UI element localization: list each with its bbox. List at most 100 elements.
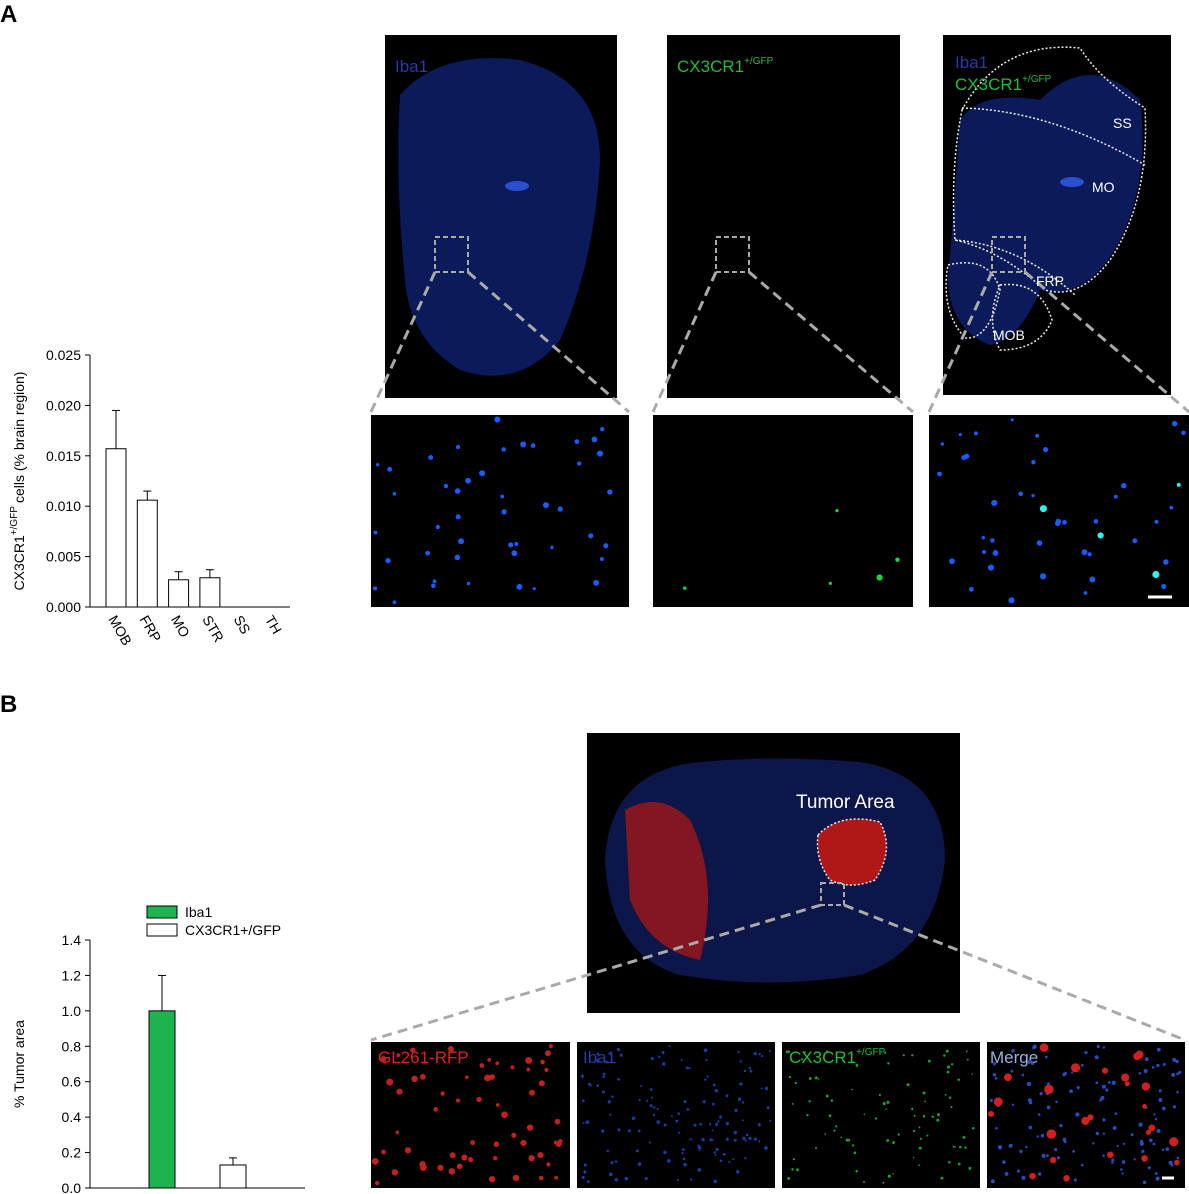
cell (470, 1140, 476, 1146)
cell (447, 1045, 454, 1053)
cell (794, 1081, 797, 1085)
cell (833, 1129, 836, 1132)
cell (1046, 1129, 1057, 1139)
cell (607, 489, 613, 495)
cell (828, 581, 832, 585)
cell (991, 499, 998, 507)
cell (651, 1096, 654, 1099)
cell (713, 1151, 716, 1154)
cell (582, 1122, 585, 1125)
cell (824, 1133, 827, 1135)
cell (501, 1111, 508, 1119)
cell (693, 1123, 697, 1127)
cell (489, 1074, 495, 1080)
cell (739, 1060, 742, 1063)
cell (425, 550, 431, 556)
cell (1176, 1072, 1179, 1076)
cell (1026, 1081, 1032, 1087)
cell (663, 1150, 667, 1154)
cell (699, 1122, 703, 1126)
cell (950, 1105, 953, 1109)
cell (1008, 1143, 1013, 1148)
cell (381, 1149, 386, 1155)
cell (949, 558, 955, 565)
cell (725, 1094, 729, 1098)
cell (495, 1061, 500, 1066)
cell (788, 1076, 792, 1079)
cell (619, 1053, 623, 1057)
cell (683, 1100, 687, 1104)
cell (658, 1055, 661, 1059)
label-suffix: cells (% brain region) (11, 372, 27, 504)
cell (587, 1082, 592, 1086)
cell (1094, 1055, 1099, 1060)
cell (703, 1048, 708, 1053)
cell (596, 1084, 600, 1088)
cell (1135, 1050, 1144, 1059)
cell (512, 1174, 520, 1182)
cell (1111, 1080, 1116, 1085)
cell (748, 1066, 752, 1070)
cell (825, 1050, 829, 1053)
cell (957, 1162, 961, 1166)
cell (464, 1075, 469, 1080)
cell (548, 1044, 553, 1049)
cell (1062, 1137, 1067, 1142)
y-tick-label: 0.4 (62, 1109, 82, 1125)
cell (550, 545, 554, 550)
cell (432, 579, 437, 584)
x-tick-label: TH (262, 613, 285, 637)
cell (946, 1070, 950, 1074)
y-tick-label: 0.025 (46, 347, 81, 363)
cell (1063, 1175, 1070, 1182)
cell (456, 445, 461, 450)
cell (586, 1180, 590, 1184)
legend-swatch (146, 905, 178, 919)
label-sup: +/GFP (744, 56, 774, 67)
cell (697, 1145, 702, 1150)
cell (853, 1151, 857, 1155)
cell (1151, 1065, 1155, 1069)
cell (1089, 576, 1096, 583)
cell (1101, 1067, 1109, 1074)
cell (990, 538, 995, 543)
cell (743, 1069, 747, 1073)
cell (635, 1149, 639, 1153)
cell (653, 1106, 656, 1109)
cell (614, 1160, 618, 1163)
cell (733, 1138, 737, 1142)
cell (603, 543, 609, 549)
cell (1138, 1122, 1143, 1127)
cell (525, 1056, 533, 1064)
label-base: CX3CR1 (789, 1048, 856, 1067)
cell (624, 1176, 629, 1181)
cell (449, 1152, 456, 1159)
y-tick-label: 0.010 (46, 498, 81, 514)
cell (885, 1108, 887, 1110)
cell (851, 1144, 855, 1147)
cell (662, 1062, 666, 1066)
cell (602, 1072, 606, 1076)
cell (1102, 1046, 1106, 1049)
cell (1102, 1118, 1106, 1122)
region-label: MOB (993, 327, 1025, 343)
cell (638, 1098, 641, 1102)
cell (706, 1075, 709, 1078)
cell (583, 1163, 587, 1167)
cell (1153, 1113, 1156, 1116)
cell (532, 587, 536, 591)
cell (913, 1114, 916, 1117)
cell (1172, 1057, 1177, 1062)
region-outline (954, 239, 1076, 296)
y-axis-label: % Tumor area (11, 1020, 27, 1108)
cell (640, 1084, 643, 1088)
cell (1165, 1147, 1170, 1151)
cell (714, 1122, 719, 1126)
cell (1080, 1063, 1084, 1067)
cell (725, 1137, 729, 1141)
cell (688, 1067, 691, 1070)
cell (737, 1050, 740, 1054)
cell (992, 549, 999, 556)
cell (371, 1157, 379, 1165)
zoom-box (820, 882, 845, 906)
